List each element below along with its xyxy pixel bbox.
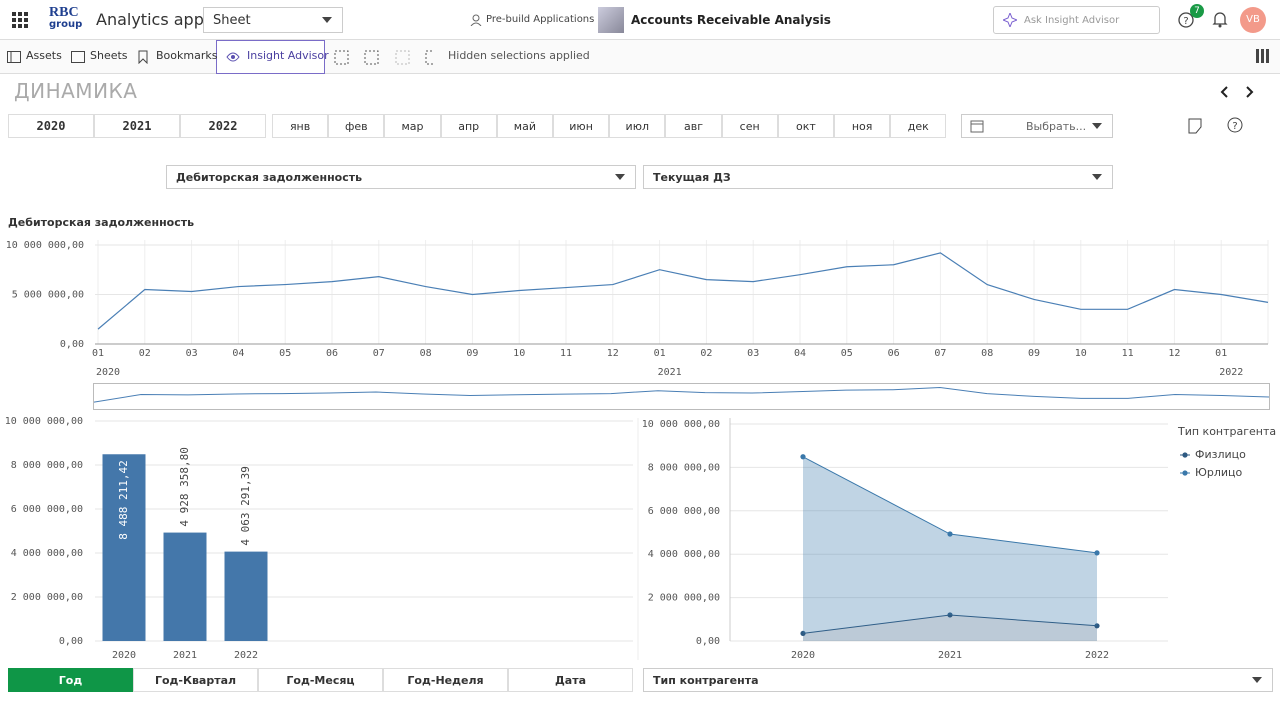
legend-title: Тип контрагента (1177, 425, 1276, 438)
year-label: 2022 (1219, 367, 1243, 378)
year-label: 2021 (658, 367, 682, 378)
x-tick-label: 09 (1028, 348, 1040, 359)
month-button[interactable]: сен (722, 114, 778, 138)
point (947, 531, 952, 536)
x-tick-label: 01 (1215, 348, 1227, 359)
y-tick-label: 8 000 000,00 (11, 460, 83, 471)
y-tick-label: 6 000 000,00 (11, 504, 83, 515)
x-tick-label: 08 (981, 348, 993, 359)
x-tick-label: 12 (1168, 348, 1180, 359)
x-tick-label: 07 (934, 348, 946, 359)
value-label: 8 488 211,42 (117, 460, 130, 539)
month-button[interactable]: авг (665, 114, 721, 138)
y-tick-label: 0,00 (696, 636, 720, 647)
x-tick-label: 04 (794, 348, 806, 359)
granularity-button[interactable]: Год-Месяц (258, 668, 383, 692)
month-button[interactable]: дек (890, 114, 946, 138)
value-label: 4 063 291,39 (239, 466, 252, 545)
point (800, 454, 805, 459)
y-tick-label: 5 000 000,00 (12, 289, 84, 300)
legend-marker (1182, 452, 1187, 457)
x-tick-label: 03 (186, 348, 198, 359)
chart-title: Дебиторская задолженность (8, 216, 194, 229)
x-tick-label: 02 (139, 348, 151, 359)
legend-marker (1182, 470, 1187, 475)
month-button[interactable]: май (497, 114, 553, 138)
x-tick-label: 11 (560, 348, 572, 359)
month-button[interactable]: окт (778, 114, 834, 138)
x-tick-label: 06 (888, 348, 900, 359)
month-button[interactable]: фев (328, 114, 384, 138)
x-tick-label: 2020 (112, 650, 136, 661)
counterparty-dropdown[interactable]: Тип контрагента (643, 668, 1273, 692)
year-button[interactable]: 2022 (180, 114, 266, 138)
x-tick-label: 05 (279, 348, 291, 359)
y-tick-label: 0,00 (59, 636, 83, 647)
y-tick-label: 2 000 000,00 (648, 593, 720, 604)
x-tick-label: 12 (607, 348, 619, 359)
y-tick-label: 4 000 000,00 (11, 548, 83, 559)
x-tick-label: 09 (466, 348, 478, 359)
x-tick-label: 06 (326, 348, 338, 359)
value-label: 4 928 358,80 (178, 447, 191, 526)
y-tick-label: 10 000 000,00 (5, 416, 83, 427)
x-tick-label: 11 (1122, 348, 1134, 359)
granularity-button[interactable]: Год (8, 668, 133, 692)
legend-label: Юрлицо (1195, 466, 1243, 479)
x-tick-label: 04 (232, 348, 244, 359)
y-tick-label: 0,00 (60, 339, 84, 350)
x-tick-label: 01 (92, 348, 104, 359)
month-button[interactable]: ноя (834, 114, 890, 138)
x-tick-label: 07 (373, 348, 385, 359)
bar (225, 552, 268, 641)
point (1094, 550, 1099, 555)
x-tick-label: 10 (1075, 348, 1087, 359)
series-line (98, 253, 1268, 329)
month-button[interactable]: апр (441, 114, 497, 138)
x-tick-label: 08 (420, 348, 432, 359)
granularity-button[interactable]: Год-Квартал (133, 668, 258, 692)
x-tick-label: 2021 (173, 650, 197, 661)
scroll-navigator[interactable] (94, 384, 1270, 410)
granularity-button[interactable]: Дата (508, 668, 633, 692)
y-tick-label: 4 000 000,00 (648, 549, 720, 560)
x-tick-label: 2022 (1085, 650, 1109, 661)
navigator-line (94, 387, 1269, 402)
y-tick-label: 10 000 000,00 (6, 240, 84, 251)
x-tick-label: 10 (513, 348, 525, 359)
x-tick-label: 05 (841, 348, 853, 359)
x-tick-label: 2021 (938, 650, 962, 661)
bar (164, 533, 207, 641)
legend-label: Физлицо (1195, 448, 1246, 461)
y-tick-label: 2 000 000,00 (11, 592, 83, 603)
x-tick-label: 2022 (234, 650, 258, 661)
month-button[interactable]: янв (272, 114, 328, 138)
x-tick-label: 01 (654, 348, 666, 359)
year-button[interactable]: 2021 (94, 114, 180, 138)
month-button[interactable]: июн (553, 114, 609, 138)
granularity-button[interactable]: Год-Неделя (383, 668, 508, 692)
area (803, 457, 1097, 634)
y-tick-label: 10 000 000,00 (642, 419, 720, 430)
x-tick-label: 2020 (791, 650, 815, 661)
month-button[interactable]: мар (384, 114, 440, 138)
year-button[interactable]: 2020 (8, 114, 94, 138)
x-tick-label: 02 (700, 348, 712, 359)
year-label: 2020 (96, 367, 120, 378)
x-tick-label: 03 (747, 348, 759, 359)
y-tick-label: 8 000 000,00 (648, 462, 720, 473)
month-button[interactable]: июл (609, 114, 665, 138)
y-tick-label: 6 000 000,00 (648, 506, 720, 517)
